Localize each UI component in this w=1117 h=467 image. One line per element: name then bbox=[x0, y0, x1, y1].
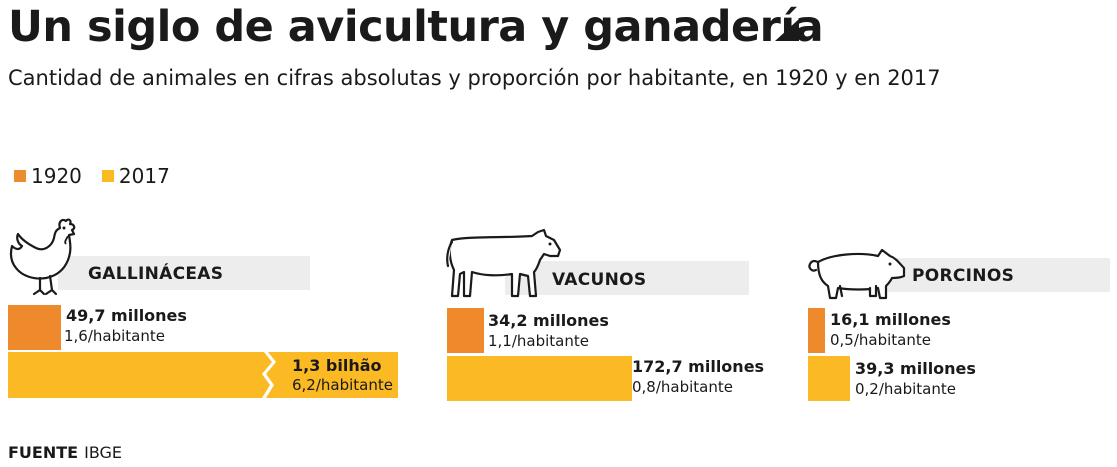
source-label: FUENTE bbox=[8, 443, 79, 462]
pig-icon bbox=[808, 248, 906, 300]
legend-item-1920: 1920 bbox=[14, 164, 82, 188]
value-label-vacunos-1920: 34,2 millones bbox=[488, 311, 609, 330]
category-label-porcinos: PORCINOS bbox=[912, 266, 1015, 286]
bar-gallinaceas-1920 bbox=[8, 305, 61, 350]
per-capita-vacunos-2017: 0,8/habitante bbox=[632, 378, 733, 396]
legend-item-2017: 2017 bbox=[101, 164, 170, 188]
legend-swatch-2017 bbox=[101, 170, 114, 182]
value-label-porcinos-2017: 39,3 millones bbox=[855, 359, 976, 378]
triangle-arrow-icon bbox=[775, 19, 799, 41]
category-band-vacunos bbox=[505, 261, 749, 295]
category-band-gallinaceas bbox=[58, 256, 310, 290]
per-capita-porcinos-2017: 0,2/habitante bbox=[855, 380, 956, 398]
bar-vacunos-2017 bbox=[447, 356, 632, 401]
value-label-porcinos-1920: 16,1 millones bbox=[830, 310, 951, 329]
chart-title: Un siglo de avicultura y ganadería bbox=[8, 2, 824, 52]
bar-porcinos-2017 bbox=[808, 356, 850, 401]
legend-label-1920: 1920 bbox=[31, 164, 82, 188]
bar-gallinaceas-2017 bbox=[8, 352, 398, 398]
cow-icon bbox=[446, 228, 562, 298]
per-capita-vacunos-1920: 1,1/habitante bbox=[488, 332, 589, 350]
source-value: IBGE bbox=[84, 443, 123, 462]
value-label-vacunos-2017: 172,7 millones bbox=[632, 357, 765, 376]
value-label-gallinaceas-1920: 49,7 millones bbox=[66, 306, 187, 325]
bar-vacunos-1920 bbox=[447, 308, 484, 353]
source-note: FUENTE IBGE bbox=[8, 443, 122, 462]
chart-subtitle: Cantidad de animales en cifras absolutas… bbox=[8, 66, 941, 90]
per-capita-gallinaceas-2017: 6,2/habitante bbox=[292, 376, 393, 394]
legend: 1920 2017 bbox=[14, 164, 190, 188]
bar-porcinos-1920 bbox=[808, 308, 825, 353]
category-label-vacunos: VACUNOS bbox=[552, 270, 647, 290]
category-band-porcinos bbox=[868, 258, 1110, 292]
value-label-gallinaceas-2017: 1,3 bilhão bbox=[292, 356, 382, 375]
per-capita-porcinos-1920: 0,5/habitante bbox=[830, 331, 931, 349]
per-capita-gallinaceas-1920: 1,6/habitante bbox=[64, 327, 165, 345]
chicken-icon bbox=[9, 218, 76, 296]
legend-swatch-1920 bbox=[14, 170, 26, 182]
legend-label-2017: 2017 bbox=[118, 164, 170, 188]
category-label-gallinaceas: GALLINÁCEAS bbox=[88, 264, 224, 284]
